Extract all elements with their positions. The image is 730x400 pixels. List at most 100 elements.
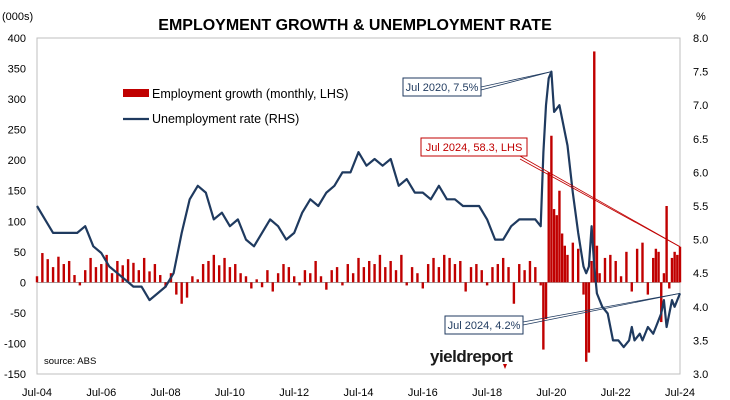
annotation-leader-line	[519, 158, 681, 248]
employment-growth-bar	[475, 264, 478, 283]
employment-growth-bar	[660, 282, 663, 323]
employment-growth-bar	[563, 245, 566, 283]
employment-growth-bar	[276, 273, 280, 283]
employment-growth-bar	[260, 282, 264, 288]
employment-growth-bar	[512, 282, 516, 304]
left-tick-label: 50	[14, 247, 26, 259]
employment-growth-bar	[62, 264, 65, 283]
left-tick-label: 0	[20, 277, 26, 289]
employment-growth-bar	[373, 264, 376, 283]
employment-growth-bar	[670, 257, 674, 283]
employment-growth-bar	[585, 282, 588, 362]
employment-growth-bar	[346, 264, 349, 283]
employment-growth-bar	[405, 282, 408, 286]
employment-growth-bar	[314, 260, 317, 283]
right-tick-label: 3.5	[693, 335, 708, 347]
employment-growth-bar	[351, 273, 355, 283]
annotation-box	[402, 77, 482, 97]
employment-growth-bar	[394, 270, 398, 283]
employment-growth-bar	[335, 267, 339, 283]
employment-growth-bar	[341, 282, 344, 286]
employment-growth-bar	[378, 254, 382, 283]
employment-growth-bar	[595, 245, 599, 283]
employment-growth-bar	[662, 273, 666, 283]
employment-growth-bar	[523, 270, 526, 283]
x-tick-label: Jul-04	[22, 387, 52, 399]
employment-growth-bar	[480, 270, 483, 283]
employment-growth-bar	[89, 257, 92, 283]
right-tick-label: 5.5	[693, 201, 708, 213]
left-tick-label: 150	[8, 186, 26, 198]
x-tick-label: Jul-10	[215, 387, 245, 399]
employment-growth-bar	[641, 242, 644, 283]
employment-growth-bar	[255, 279, 258, 283]
employment-growth-bar	[469, 267, 473, 283]
right-tick-label: 3.0	[693, 369, 708, 381]
employment-growth-bar	[78, 282, 82, 286]
employment-growth-bar	[410, 267, 414, 283]
source-note: source: ABS	[44, 356, 96, 367]
employment-growth-bar	[35, 276, 39, 283]
employment-growth-bar	[582, 282, 585, 295]
employment-growth-bar	[73, 275, 76, 283]
employment-growth-bar	[485, 282, 489, 286]
x-tick-label: Jul-20	[536, 387, 566, 399]
employment-growth-bar	[448, 257, 451, 283]
right-tick-label: 4.5	[693, 268, 708, 280]
employment-growth-bar	[496, 264, 500, 283]
left-tick-label: 300	[8, 94, 26, 106]
employment-growth-bar	[368, 260, 371, 283]
annotation-label: Jul 2024, 4.2%	[448, 320, 521, 332]
employment-growth-bar	[84, 270, 87, 283]
employment-growth-bar	[159, 275, 162, 283]
employment-growth-bar	[51, 267, 55, 283]
right-tick-label: 4.0	[693, 302, 708, 314]
right-tick-label: 6.0	[693, 167, 708, 179]
logo-text: yieldreport	[430, 347, 513, 366]
left-tick-label: 100	[8, 216, 26, 228]
x-tick-label: Jul-08	[151, 387, 181, 399]
employment-growth-bar	[590, 260, 593, 283]
employment-growth-bar	[598, 273, 601, 283]
annotation-leader-line	[519, 155, 681, 248]
employment-growth-bar	[239, 273, 242, 283]
employment-growth-bar	[217, 265, 221, 283]
employment-growth-bar	[319, 276, 323, 283]
employment-growth-bar	[555, 215, 558, 283]
employment-growth-bar	[576, 248, 580, 283]
employment-growth-bar	[121, 265, 124, 283]
employment-growth-bar	[110, 273, 114, 283]
employment-growth-bar	[646, 282, 650, 295]
employment-growth-bar	[566, 254, 569, 283]
employment-growth-bar	[362, 267, 366, 283]
employment-growth-bar	[207, 260, 210, 283]
annotation-label: Jul 2020, 7.5%	[406, 82, 479, 94]
left-tick-label: -100	[4, 338, 26, 350]
employment-growth-bar	[518, 264, 521, 283]
employment-growth-bar	[357, 257, 360, 283]
plot-frame	[36, 37, 681, 375]
employment-growth-bar	[41, 253, 44, 283]
chart-title: EMPLOYMENT GROWTH & UNEMPLOYMENT RATE	[158, 17, 552, 34]
annotation-leader-line	[522, 292, 681, 323]
yieldreport-logo: yieldreport	[430, 347, 514, 369]
unemployment-rate-line	[36, 70, 682, 349]
logo-arrow-icon	[503, 364, 507, 369]
employment-growth-bar	[57, 256, 60, 283]
employment-growth-bar	[635, 248, 639, 283]
employment-growth-bar	[657, 251, 660, 283]
employment-growth-bar	[250, 282, 253, 289]
employment-growth-bar	[212, 254, 216, 283]
employment-growth-bar	[668, 282, 671, 289]
employment-growth-bar	[244, 276, 248, 283]
left-tick-label: 400	[8, 33, 26, 45]
employment-growth-bar	[619, 276, 623, 283]
employment-growth-bar	[673, 251, 676, 283]
annotation-box	[444, 315, 524, 335]
employment-growth-bar	[437, 267, 441, 283]
legend-swatch-employment	[123, 89, 149, 97]
right-tick-label: 8.0	[693, 33, 708, 45]
employment-growth-bar	[400, 254, 403, 283]
